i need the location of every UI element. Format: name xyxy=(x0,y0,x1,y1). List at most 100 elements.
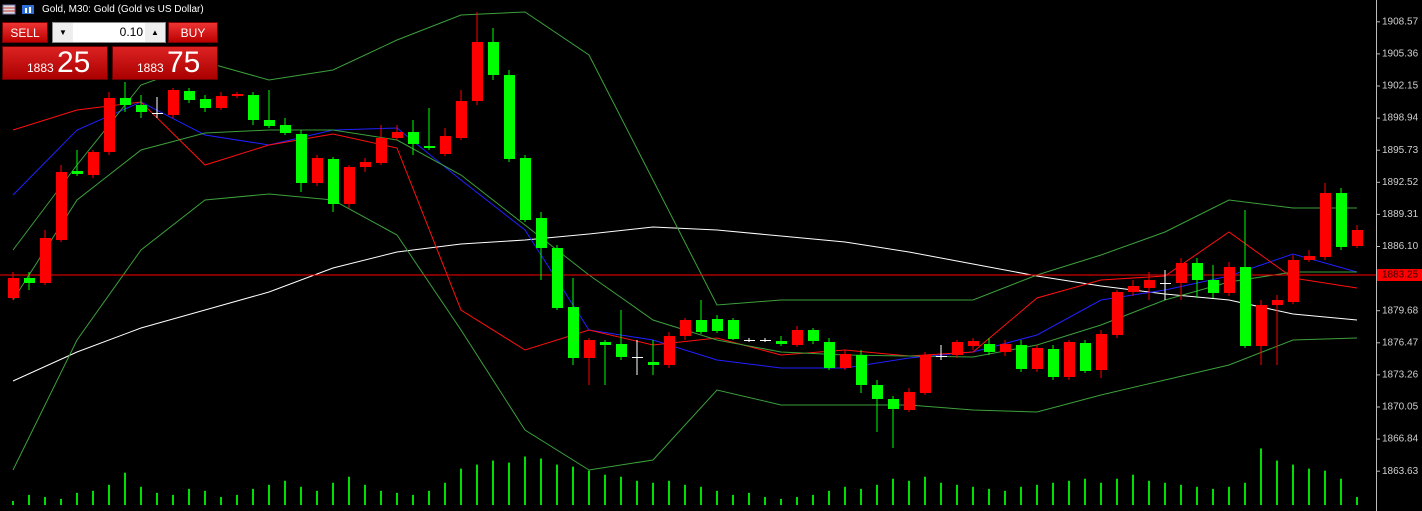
candle-body xyxy=(136,105,147,112)
volume-bar xyxy=(1244,482,1246,505)
lot-decrease[interactable]: ▼ xyxy=(53,23,73,42)
volume-bar xyxy=(1164,482,1166,505)
y-tick-label: 1908.57 xyxy=(1382,16,1419,27)
volume-bar xyxy=(1308,468,1310,505)
y-tick-label: 1876.47 xyxy=(1382,337,1419,348)
volume-bar xyxy=(508,462,510,505)
candle-body xyxy=(216,96,227,108)
candle-body xyxy=(1336,193,1347,247)
candle-body xyxy=(232,94,243,96)
current-price-box xyxy=(1377,269,1422,281)
bid-price[interactable]: 1883 25 xyxy=(2,46,108,80)
y-tick-label: 1863.63 xyxy=(1382,466,1419,477)
volume-bar xyxy=(1116,478,1118,505)
lot-increase[interactable]: ▲ xyxy=(145,23,165,42)
candle-body xyxy=(120,98,131,105)
candle-body xyxy=(888,399,899,409)
candle-body xyxy=(920,355,931,393)
volume-bar xyxy=(476,464,478,505)
candle-body xyxy=(296,134,307,183)
volume-bar xyxy=(780,498,782,505)
volume-bar xyxy=(540,458,542,505)
candle-body xyxy=(472,42,483,101)
volume-bar xyxy=(924,476,926,505)
volume-bar xyxy=(524,456,526,505)
candle-body xyxy=(488,42,499,75)
candle-body xyxy=(328,159,339,204)
candle-body xyxy=(872,385,883,399)
volume-bar xyxy=(284,480,286,505)
volume-bar xyxy=(1276,460,1278,505)
volume-bar xyxy=(1180,484,1182,505)
candle-body xyxy=(968,341,979,346)
volume-bar xyxy=(1036,484,1038,505)
candle-body xyxy=(8,278,19,298)
one-click-trading: SELL ▼ 0.10 ▲ BUY 1883 25 1883 75 xyxy=(0,20,222,82)
candle-body xyxy=(856,355,867,385)
lot-input[interactable]: ▼ 0.10 ▲ xyxy=(52,22,166,43)
candle-body xyxy=(280,125,291,133)
volume-bar xyxy=(316,490,318,505)
candle-body xyxy=(440,136,451,154)
volume-bar xyxy=(1228,486,1230,505)
volume-bar xyxy=(572,466,574,505)
volume-bar xyxy=(252,488,254,505)
volume-bar xyxy=(972,486,974,505)
header-icons xyxy=(2,4,34,15)
candle-body xyxy=(72,171,83,174)
volume-bar xyxy=(444,482,446,505)
candle-body xyxy=(1016,345,1027,369)
volume-bar xyxy=(1260,448,1262,505)
lot-value[interactable]: 0.10 xyxy=(119,25,143,39)
volume-bar xyxy=(716,490,718,505)
y-tick-label: 1879.68 xyxy=(1382,305,1419,316)
chart-header: Gold, M30: Gold (Gold vs US Dollar) xyxy=(0,0,400,20)
candle-body xyxy=(824,342,835,368)
candle-body xyxy=(344,167,355,204)
indicator-line xyxy=(12,101,1358,357)
candle-body xyxy=(936,356,947,357)
ask-main: 1883 xyxy=(137,61,164,75)
volume-bar xyxy=(940,482,942,505)
candle-body xyxy=(1208,280,1219,293)
candle-body xyxy=(1032,348,1043,369)
candle-body xyxy=(744,340,755,341)
volume-bar xyxy=(796,496,798,505)
candle-body xyxy=(552,248,563,308)
volume-bar xyxy=(1196,486,1198,505)
volume-bar xyxy=(108,484,110,505)
candle-body xyxy=(392,132,403,138)
candle-body xyxy=(584,340,595,358)
candle-body xyxy=(360,162,371,167)
volume-bar xyxy=(956,484,958,505)
candle-body xyxy=(104,98,115,152)
candle-body xyxy=(696,320,707,332)
volume-bar xyxy=(188,488,190,505)
volume-bar xyxy=(412,494,414,505)
candle-body xyxy=(456,101,467,138)
candle-body xyxy=(1288,260,1299,302)
volume-bar xyxy=(620,476,622,505)
candle-body xyxy=(712,319,723,331)
candle-body xyxy=(600,342,611,345)
volume-bar xyxy=(124,472,126,505)
candle-body xyxy=(808,330,819,341)
candle-body xyxy=(1000,344,1011,352)
volume-bar xyxy=(668,480,670,505)
candle-body xyxy=(1240,267,1251,346)
y-tick-label: 1889.31 xyxy=(1382,209,1419,220)
sell-button[interactable]: SELL xyxy=(2,22,48,43)
volume-bar xyxy=(1324,470,1326,505)
candle-body xyxy=(312,158,323,183)
candle-body xyxy=(376,138,387,163)
buy-button[interactable]: BUY xyxy=(168,22,218,43)
volume-bar xyxy=(1148,480,1150,505)
volume-bar xyxy=(764,496,766,505)
y-tick-label: 1895.73 xyxy=(1382,145,1419,156)
ask-price[interactable]: 1883 75 xyxy=(112,46,218,80)
volume-bar xyxy=(460,468,462,505)
volume-bar xyxy=(1084,478,1086,505)
volume-bar xyxy=(892,478,894,505)
y-tick-label: 1898.94 xyxy=(1382,113,1419,124)
